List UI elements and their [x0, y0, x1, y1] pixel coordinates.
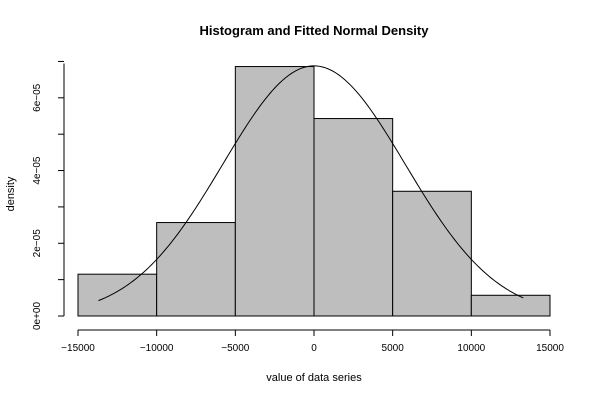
y-tick-label: 6e−05 — [32, 83, 43, 112]
x-tick-label: 10000 — [457, 343, 485, 354]
histogram-bar — [77, 273, 158, 317]
chart-title: Histogram and Fitted Normal Density — [200, 23, 430, 38]
x-axis-label: value of data series — [266, 372, 362, 384]
y-tick-label: 4e−05 — [32, 156, 43, 185]
histogram-bar — [156, 222, 236, 317]
histogram-bar — [470, 294, 551, 317]
x-axis: −15000 −10000 −5000 0 5000 10000 15000 — [61, 329, 564, 354]
x-tick-label: −5000 — [221, 343, 250, 354]
bars-group — [77, 66, 551, 317]
histogram-bar — [313, 118, 394, 317]
x-tick-label: −10000 — [140, 343, 174, 354]
histogram-bar — [392, 190, 472, 317]
y-axis: 0e+00 2e−05 4e−05 6e−05 — [32, 60, 65, 331]
y-tick-label: 0e+00 — [32, 302, 43, 331]
y-axis-label: density — [5, 176, 17, 211]
histogram-bar — [234, 66, 315, 317]
x-tick-label: 5000 — [382, 343, 405, 354]
x-tick-label: 0 — [311, 343, 317, 354]
fitted-normal-curve — [98, 65, 524, 302]
x-tick-label: −15000 — [61, 343, 95, 354]
x-tick-label: 15000 — [536, 343, 564, 354]
y-tick-label: 2e−05 — [32, 229, 43, 258]
